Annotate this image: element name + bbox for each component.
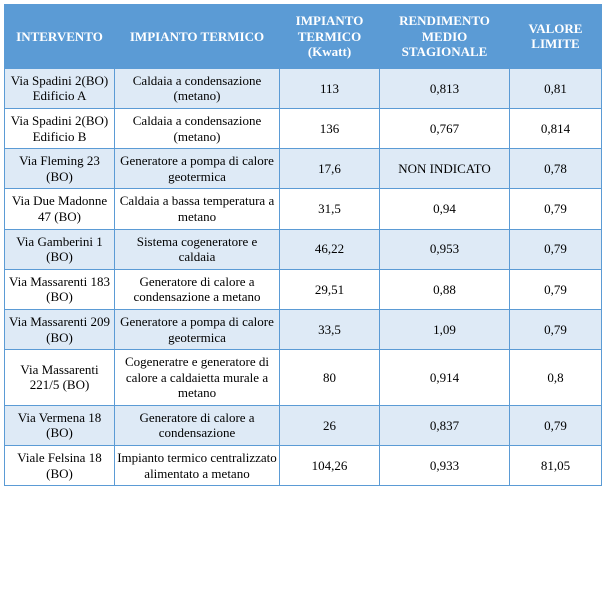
cell-rendimento: 0,767 [380,108,510,148]
cell-kwatt: 29,51 [280,269,380,309]
cell-limite: 0,79 [510,269,602,309]
cell-limite: 0,8 [510,350,602,406]
cell-impianto: Caldaia a bassa temperatura a metano [115,189,280,229]
cell-intervento: Via Gamberini 1 (BO) [5,229,115,269]
cell-limite: 81,05 [510,446,602,486]
table-row: Via Gamberini 1 (BO) Sistema cogenerator… [5,229,602,269]
cell-limite: 0,79 [510,309,602,349]
cell-limite: 0,79 [510,229,602,269]
cell-impianto: Sistema cogeneratore e caldaia [115,229,280,269]
cell-kwatt: 31,5 [280,189,380,229]
cell-impianto: Caldaia a condensazione (metano) [115,108,280,148]
cell-rendimento: NON INDICATO [380,149,510,189]
table-row: Via Massarenti 221/5 (BO) Cogeneratre e … [5,350,602,406]
table-row: Via Due Madonne 47 (BO) Caldaia a bassa … [5,189,602,229]
header-impianto: IMPIANTO TERMICO [115,5,280,69]
table-row: Via Massarenti 183 (BO) Generatore di ca… [5,269,602,309]
table-row: Via Fleming 23 (BO) Generatore a pompa d… [5,149,602,189]
cell-intervento: Via Massarenti 183 (BO) [5,269,115,309]
cell-limite: 0,814 [510,108,602,148]
cell-kwatt: 46,22 [280,229,380,269]
cell-intervento: Via Massarenti 221/5 (BO) [5,350,115,406]
cell-limite: 0,79 [510,405,602,445]
cell-rendimento: 0,953 [380,229,510,269]
table-header: INTERVENTO IMPIANTO TERMICO IMPIANTO TER… [5,5,602,69]
cell-rendimento: 0,933 [380,446,510,486]
cell-impianto: Caldaia a condensazione (metano) [115,68,280,108]
cell-rendimento: 0,914 [380,350,510,406]
cell-intervento: Via Massarenti 209 (BO) [5,309,115,349]
cell-rendimento: 0,837 [380,405,510,445]
cell-rendimento: 0,813 [380,68,510,108]
cell-kwatt: 26 [280,405,380,445]
table-row: Viale Felsina 18 (BO) Impianto termico c… [5,446,602,486]
header-rendimento: RENDIMENTO MEDIO STAGIONALE [380,5,510,69]
cell-impianto: Generatore di calore a condensazione [115,405,280,445]
cell-kwatt: 17,6 [280,149,380,189]
table-row: Via Spadini 2(BO)Edificio B Caldaia a co… [5,108,602,148]
header-kwatt: IMPIANTO TERMICO (Kwatt) [280,5,380,69]
cell-limite: 0,79 [510,189,602,229]
table-row: Via Spadini 2(BO)Edificio A Caldaia a co… [5,68,602,108]
cell-kwatt: 104,26 [280,446,380,486]
cell-limite: 0,81 [510,68,602,108]
cell-intervento: Viale Felsina 18 (BO) [5,446,115,486]
cell-limite: 0,78 [510,149,602,189]
cell-kwatt: 80 [280,350,380,406]
cell-rendimento: 0,88 [380,269,510,309]
header-limite: VALORE LIMITE [510,5,602,69]
table-row: Via Vermena 18 (BO) Generatore di calore… [5,405,602,445]
cell-rendimento: 1,09 [380,309,510,349]
cell-rendimento: 0,94 [380,189,510,229]
cell-intervento: Via Due Madonne 47 (BO) [5,189,115,229]
cell-impianto: Generatore a pompa di calore geotermica [115,149,280,189]
data-table: INTERVENTO IMPIANTO TERMICO IMPIANTO TER… [4,4,602,486]
cell-impianto: Cogeneratre e generatore di calore a cal… [115,350,280,406]
cell-intervento: Via Vermena 18 (BO) [5,405,115,445]
cell-kwatt: 113 [280,68,380,108]
table-body: Via Spadini 2(BO)Edificio A Caldaia a co… [5,68,602,485]
cell-impianto: Generatore di calore a condensazione a m… [115,269,280,309]
cell-intervento: Via Spadini 2(BO)Edificio B [5,108,115,148]
header-intervento: INTERVENTO [5,5,115,69]
cell-kwatt: 33,5 [280,309,380,349]
cell-kwatt: 136 [280,108,380,148]
cell-impianto: Impianto termico centralizzato alimentat… [115,446,280,486]
table-row: Via Massarenti 209 (BO) Generatore a pom… [5,309,602,349]
cell-intervento: Via Fleming 23 (BO) [5,149,115,189]
cell-impianto: Generatore a pompa di calore geotermica [115,309,280,349]
cell-intervento: Via Spadini 2(BO)Edificio A [5,68,115,108]
